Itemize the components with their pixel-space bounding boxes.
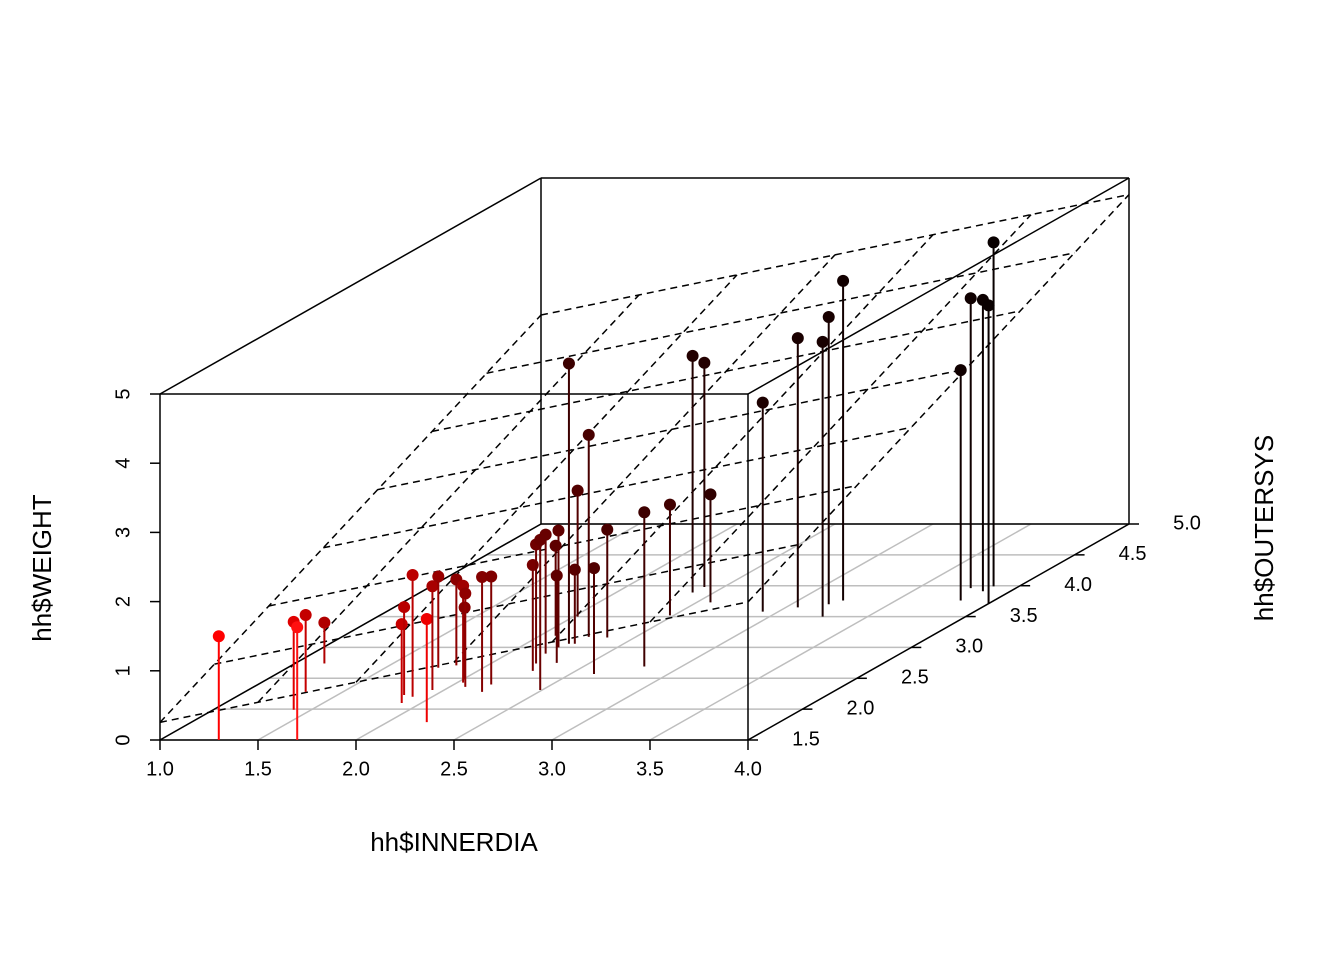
point [686,349,699,362]
y-tick-label: 1.5 [792,728,820,750]
y-tick-label: 5.0 [1173,512,1201,534]
point [398,601,411,614]
point [318,616,331,629]
box-edge [159,177,542,395]
point [638,506,651,519]
point [562,357,575,370]
floor-grid-line [257,523,640,741]
point [459,587,472,600]
y-tick-label: 3.5 [1010,605,1038,627]
x-tick-label: 4.0 [734,758,762,780]
plane-line [355,274,738,683]
y-tick-label: 3.0 [955,636,983,658]
box-edge [747,523,1130,741]
z-tick-label: 2 [112,596,134,607]
point [552,524,565,537]
point [291,621,304,634]
point [432,570,445,583]
y-axis-label: hh$OUTERSYS [1249,435,1279,621]
point [663,498,676,511]
point [698,356,711,369]
x-tick-label: 3.0 [538,758,566,780]
point [571,484,584,497]
box-edge [159,523,542,741]
point [587,562,600,575]
x-axis-label: hh$INNERDIA [370,827,538,857]
plane-line [268,484,858,607]
point [816,335,829,348]
point [485,570,498,583]
point [601,523,614,536]
y-tick-label: 4.0 [1064,574,1092,596]
point [539,528,552,541]
plane-line [159,601,749,724]
point [582,428,595,441]
floor-grid-line [551,523,934,741]
y-tick-label: 2.5 [901,667,929,689]
plane-line [540,193,1130,316]
point [420,612,433,625]
point [299,609,312,622]
point [837,274,850,287]
point [406,569,419,582]
x-tick-label: 1.0 [146,758,174,780]
plane-line [453,254,836,663]
point [822,311,835,324]
plane-line [551,234,934,643]
point [395,618,408,631]
point [791,332,804,345]
z-tick-label: 1 [112,665,134,676]
z-tick-label: 3 [112,527,134,538]
plane-line [214,543,803,665]
x-tick-label: 3.5 [636,758,664,780]
x-tick-label: 1.5 [244,758,272,780]
point [704,488,717,501]
point [964,292,977,305]
plane-line [649,214,1032,623]
plane-line [159,314,542,723]
z-tick-label: 5 [112,388,134,399]
x-tick-label: 2.5 [440,758,468,780]
point [549,539,562,552]
plane-line [323,426,912,549]
z-tick-label: 0 [112,734,134,745]
plane-line [486,252,1075,374]
y-tick-label: 2.0 [847,697,875,719]
point [476,570,489,583]
z-tick-label: 4 [112,458,134,469]
point [550,569,563,582]
plane-line [747,194,1130,603]
point [987,236,1000,249]
point [982,299,995,312]
y-tick-label: 4.5 [1119,543,1147,565]
plane-line [431,310,1021,433]
box-edge [747,177,1130,395]
plane-line [377,368,966,491]
plane-line [257,294,640,703]
point [756,396,769,409]
point [568,563,581,576]
x-tick-label: 2.0 [342,758,370,780]
point [426,580,439,593]
point [954,364,967,377]
floor-grid-line [649,523,1032,741]
z-axis-label: hh$WEIGHT [27,494,57,641]
point [212,630,225,643]
